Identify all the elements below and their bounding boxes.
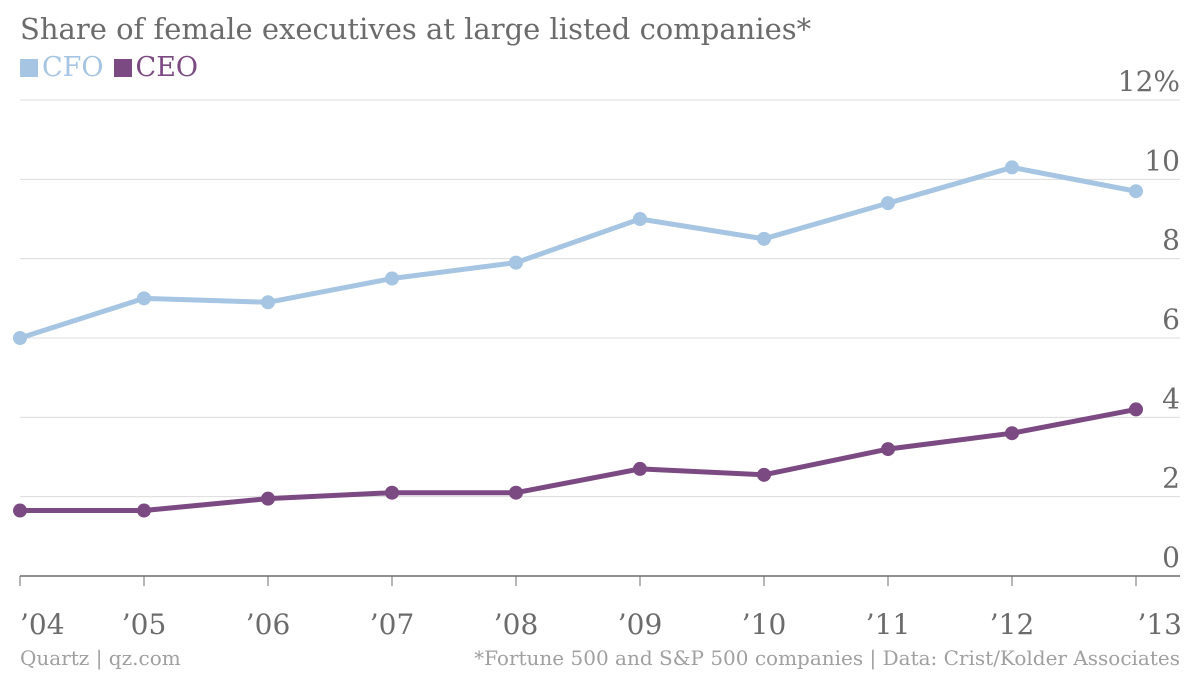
data-point-cfo — [509, 255, 523, 270]
data-point-ceo — [137, 503, 151, 518]
data-point-cfo — [633, 212, 647, 226]
data-point-cfo — [261, 295, 275, 310]
series-line-cfo — [19, 164, 1137, 341]
legend-swatch — [113, 58, 132, 77]
data-point-cfo — [757, 231, 771, 246]
x-tick-label: ’06 — [246, 608, 291, 641]
y-tick-label: 10 — [1144, 144, 1180, 177]
y-tick-label: 0 — [1162, 541, 1180, 574]
x-tick-label: ’13 — [1137, 608, 1182, 641]
legend: CFO CEO — [20, 52, 208, 83]
data-point-ceo — [1129, 402, 1143, 417]
y-tick-label: 8 — [1162, 224, 1180, 257]
x-tick-label: ’08 — [494, 608, 539, 641]
legend-item-cfo: CFO — [20, 52, 104, 83]
legend-item-ceo: CEO — [113, 52, 199, 83]
series-line-ceo — [20, 406, 1137, 514]
data-point-ceo — [757, 467, 771, 482]
chart-title: Share of female executives at large list… — [20, 12, 812, 46]
data-point-ceo — [881, 442, 895, 457]
data-point-cfo — [385, 271, 399, 286]
x-tick-label: ’09 — [618, 608, 663, 641]
legend-label: CEO — [135, 52, 199, 83]
data-point-ceo — [385, 485, 399, 500]
x-tick-label: ’05 — [122, 608, 167, 641]
x-tick-label: ’04 — [20, 608, 65, 641]
y-tick-label: 12% — [1118, 65, 1180, 98]
footer-source-right: *Fortune 500 and S&P 500 companies | Dat… — [474, 646, 1180, 670]
legend-label: CFO — [42, 52, 104, 83]
data-point-cfo — [1129, 184, 1143, 199]
data-point-cfo — [1005, 160, 1019, 175]
x-tick-label: ’11 — [866, 608, 911, 641]
y-tick-label: 4 — [1162, 382, 1180, 415]
data-point-ceo — [13, 503, 27, 518]
footer-source-left: Quartz | qz.com — [20, 646, 181, 670]
y-tick-label: 2 — [1162, 462, 1180, 495]
data-point-ceo — [633, 461, 647, 476]
legend-swatch — [20, 58, 38, 77]
data-point-ceo — [261, 491, 275, 506]
data-point-ceo — [509, 485, 523, 500]
y-tick-label: 6 — [1162, 303, 1180, 336]
x-tick-label: ’12 — [990, 608, 1035, 641]
data-point-cfo — [137, 291, 151, 306]
data-point-ceo — [1005, 426, 1019, 441]
data-point-cfo — [881, 196, 895, 211]
x-tick-label: ’07 — [370, 608, 415, 641]
x-tick-label: ’10 — [742, 608, 787, 641]
data-point-cfo — [13, 331, 27, 345]
